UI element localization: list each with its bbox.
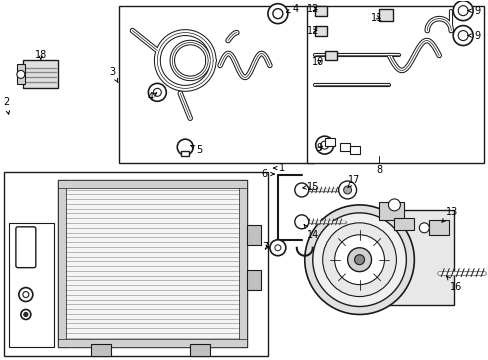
Bar [359,210,453,305]
Circle shape [269,240,285,256]
Circle shape [294,215,308,229]
Circle shape [24,312,28,316]
Circle shape [322,223,396,297]
Bar [19,230,33,265]
Text: 4: 4 [147,92,156,102]
Bar [9,223,54,347]
Text: 9: 9 [316,143,322,153]
Circle shape [294,183,308,197]
Text: 18: 18 [35,50,47,60]
Bar [58,180,246,188]
Circle shape [267,4,287,24]
Text: 3: 3 [109,67,118,83]
Bar [306,6,483,163]
Bar [58,339,246,347]
Circle shape [452,26,472,45]
Circle shape [21,310,31,319]
Circle shape [312,213,406,306]
Circle shape [338,181,356,199]
Bar [190,345,210,356]
Circle shape [148,84,166,101]
Text: 15: 15 [302,182,318,192]
Circle shape [274,245,280,251]
Text: 7: 7 [261,242,268,252]
Circle shape [304,205,413,315]
Bar [58,180,65,347]
Bar [90,345,110,356]
Bar [17,64,25,84]
Circle shape [17,71,25,78]
Circle shape [347,248,371,272]
Circle shape [272,9,282,19]
Bar [339,143,349,151]
Circle shape [354,255,364,265]
Text: 14: 14 [304,225,318,240]
Circle shape [320,141,328,149]
Bar [324,138,334,146]
Text: 12: 12 [306,26,318,36]
Bar [314,26,326,36]
Bar [246,270,261,289]
Circle shape [23,292,29,298]
Text: 1: 1 [273,163,285,173]
Circle shape [315,136,333,154]
Bar [58,180,246,347]
Bar [314,6,326,15]
Circle shape [343,186,351,194]
Circle shape [177,139,193,155]
Text: 13: 13 [441,207,457,222]
Bar [119,6,313,163]
Text: 5: 5 [190,145,202,155]
Text: 4: 4 [286,4,298,14]
Bar [23,60,58,88]
Text: 17: 17 [347,175,360,188]
Bar [428,220,448,235]
Circle shape [153,88,161,96]
Bar [246,225,261,245]
Text: 16: 16 [446,276,461,292]
Text: 9: 9 [467,6,479,15]
Circle shape [419,223,428,233]
Text: 11: 11 [370,13,383,23]
Circle shape [387,199,400,211]
Circle shape [452,1,472,21]
FancyBboxPatch shape [16,227,36,268]
Bar [379,202,404,220]
Text: 10: 10 [311,58,323,67]
Circle shape [457,6,467,15]
Circle shape [334,235,384,285]
Text: 9: 9 [467,31,479,41]
Bar [394,218,413,230]
Bar [181,151,189,156]
Circle shape [19,288,33,302]
Text: 2: 2 [3,97,10,114]
Text: 8: 8 [376,165,382,175]
Text: 6: 6 [261,169,274,179]
Bar [324,50,336,60]
Bar [379,9,393,21]
Bar [349,146,359,154]
Text: 12: 12 [306,4,318,14]
Circle shape [457,31,467,41]
Bar [4,172,267,356]
Bar [239,180,246,347]
